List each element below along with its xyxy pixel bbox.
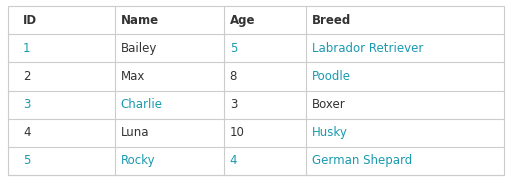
Text: 5: 5 bbox=[230, 42, 237, 55]
Text: Breed: Breed bbox=[311, 14, 351, 27]
Text: 3: 3 bbox=[230, 98, 237, 111]
Text: 4: 4 bbox=[230, 154, 237, 167]
Text: Rocky: Rocky bbox=[121, 154, 155, 167]
Text: Husky: Husky bbox=[311, 126, 348, 139]
Text: ID: ID bbox=[23, 14, 37, 27]
Text: 4: 4 bbox=[23, 126, 30, 139]
Text: Luna: Luna bbox=[121, 126, 149, 139]
Text: German Shepard: German Shepard bbox=[311, 154, 412, 167]
Text: 2: 2 bbox=[23, 70, 30, 83]
Text: Max: Max bbox=[121, 70, 145, 83]
Text: 5: 5 bbox=[23, 154, 30, 167]
Text: Boxer: Boxer bbox=[311, 98, 345, 111]
Text: 8: 8 bbox=[230, 70, 237, 83]
Text: Labrador Retriever: Labrador Retriever bbox=[311, 42, 423, 55]
Text: Age: Age bbox=[230, 14, 255, 27]
Text: Bailey: Bailey bbox=[121, 42, 157, 55]
Text: 3: 3 bbox=[23, 98, 30, 111]
Text: Poodle: Poodle bbox=[311, 70, 351, 83]
Text: 1: 1 bbox=[23, 42, 30, 55]
Text: Charlie: Charlie bbox=[121, 98, 163, 111]
Text: 10: 10 bbox=[230, 126, 245, 139]
Text: Name: Name bbox=[121, 14, 159, 27]
